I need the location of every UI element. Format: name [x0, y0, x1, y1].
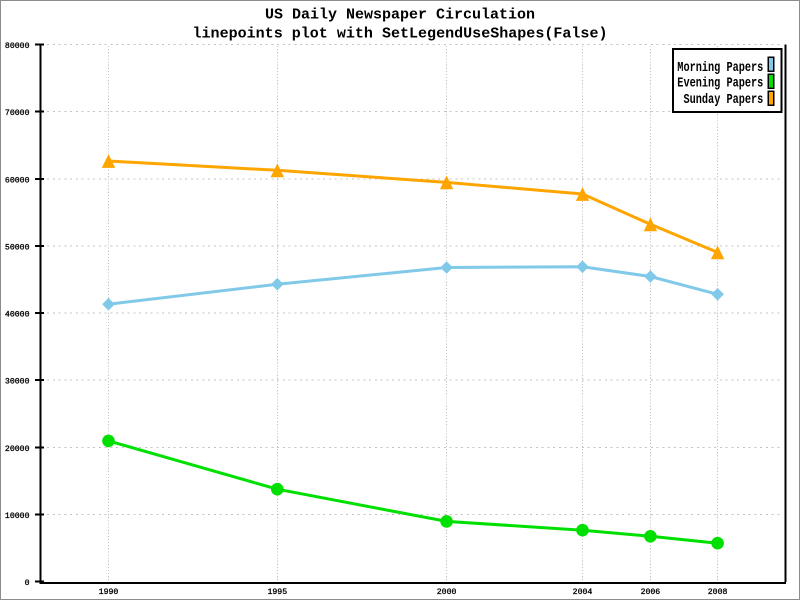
svg-text:30000: 30000	[5, 378, 30, 387]
svg-text:2004: 2004	[573, 588, 593, 597]
svg-text:80000: 80000	[5, 42, 30, 51]
svg-text:20000: 20000	[5, 445, 30, 454]
svg-text:Morning Papers: Morning Papers	[677, 60, 763, 76]
svg-text:70000: 70000	[5, 109, 30, 118]
svg-text:0: 0	[25, 579, 30, 588]
svg-text:60000: 60000	[5, 176, 30, 185]
svg-text:2000: 2000	[437, 588, 457, 597]
svg-text:10000: 10000	[5, 512, 30, 521]
svg-text:1990: 1990	[99, 588, 119, 597]
svg-text:linepoints plot with SetLegend: linepoints plot with SetLegendUseShapes(…	[193, 25, 608, 42]
svg-text:Evening Papers: Evening Papers	[677, 76, 763, 92]
svg-text:2008: 2008	[708, 588, 728, 597]
svg-text:2006: 2006	[641, 588, 661, 597]
svg-text:50000: 50000	[5, 243, 30, 252]
svg-text:40000: 40000	[5, 311, 30, 320]
svg-text:US Daily Newspaper Circulation: US Daily Newspaper Circulation	[265, 6, 535, 23]
svg-text:1995: 1995	[267, 588, 287, 597]
svg-text:Sunday Papers: Sunday Papers	[684, 92, 764, 108]
